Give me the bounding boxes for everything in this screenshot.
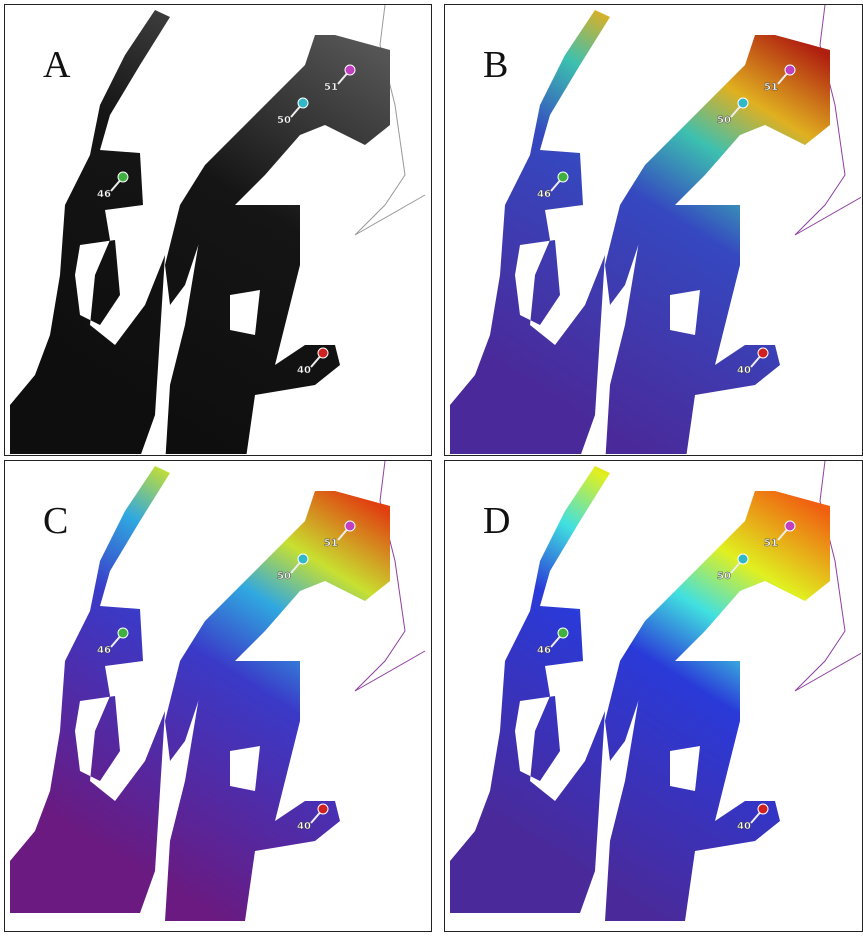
- pin-label: 40: [737, 821, 751, 832]
- pin-label: 50: [717, 115, 731, 126]
- panel-label: D: [483, 500, 510, 542]
- pin-label: 40: [737, 365, 751, 376]
- pin-label: 51: [324, 538, 338, 549]
- pin: [118, 628, 128, 638]
- pin: [318, 348, 328, 358]
- pin-label: 50: [277, 571, 291, 582]
- pin: [785, 521, 795, 531]
- pin: [345, 65, 355, 75]
- map-panel: D 51 50 46 40: [444, 460, 863, 932]
- water-body: [10, 466, 170, 913]
- map-panel: C 51 50 46 40: [4, 460, 432, 932]
- pin-label: 51: [764, 82, 778, 93]
- pin: [738, 554, 748, 564]
- pin-label: 50: [717, 571, 731, 582]
- pin: [298, 554, 308, 564]
- map-panel: B 51 50 46 40: [444, 4, 863, 456]
- map-panel: A 51 50 46 40: [4, 4, 432, 456]
- figure: A 51 50 46 40 B 51 50 46 40 C 51 50 46 40 D 51 50 46 40: [0, 0, 863, 936]
- pin: [758, 348, 768, 358]
- panel-label: B: [483, 44, 508, 86]
- pin-label: 50: [277, 115, 291, 126]
- pin-label: 40: [297, 821, 311, 832]
- pin-label: 46: [537, 189, 551, 200]
- pin-label: 40: [297, 365, 311, 376]
- pin-label: 51: [324, 82, 338, 93]
- map: C 51 50 46 40: [5, 461, 430, 930]
- pin-label: 46: [97, 189, 111, 200]
- map: D 51 50 46 40: [445, 461, 861, 930]
- panel-label: C: [43, 500, 68, 542]
- pin-label: 46: [97, 645, 111, 656]
- pin: [298, 98, 308, 108]
- pin: [345, 521, 355, 531]
- water-body: [10, 10, 170, 454]
- pin: [318, 804, 328, 814]
- water-body: [450, 10, 610, 454]
- pin: [785, 65, 795, 75]
- pin: [738, 98, 748, 108]
- pin: [558, 628, 568, 638]
- water-body: [450, 466, 610, 913]
- map: A 51 50 46 40: [5, 5, 430, 454]
- pin: [118, 172, 128, 182]
- pin: [758, 804, 768, 814]
- panel-label: A: [43, 44, 71, 86]
- pin-label: 46: [537, 645, 551, 656]
- pin-label: 51: [764, 538, 778, 549]
- map: B 51 50 46 40: [445, 5, 861, 454]
- pin: [558, 172, 568, 182]
